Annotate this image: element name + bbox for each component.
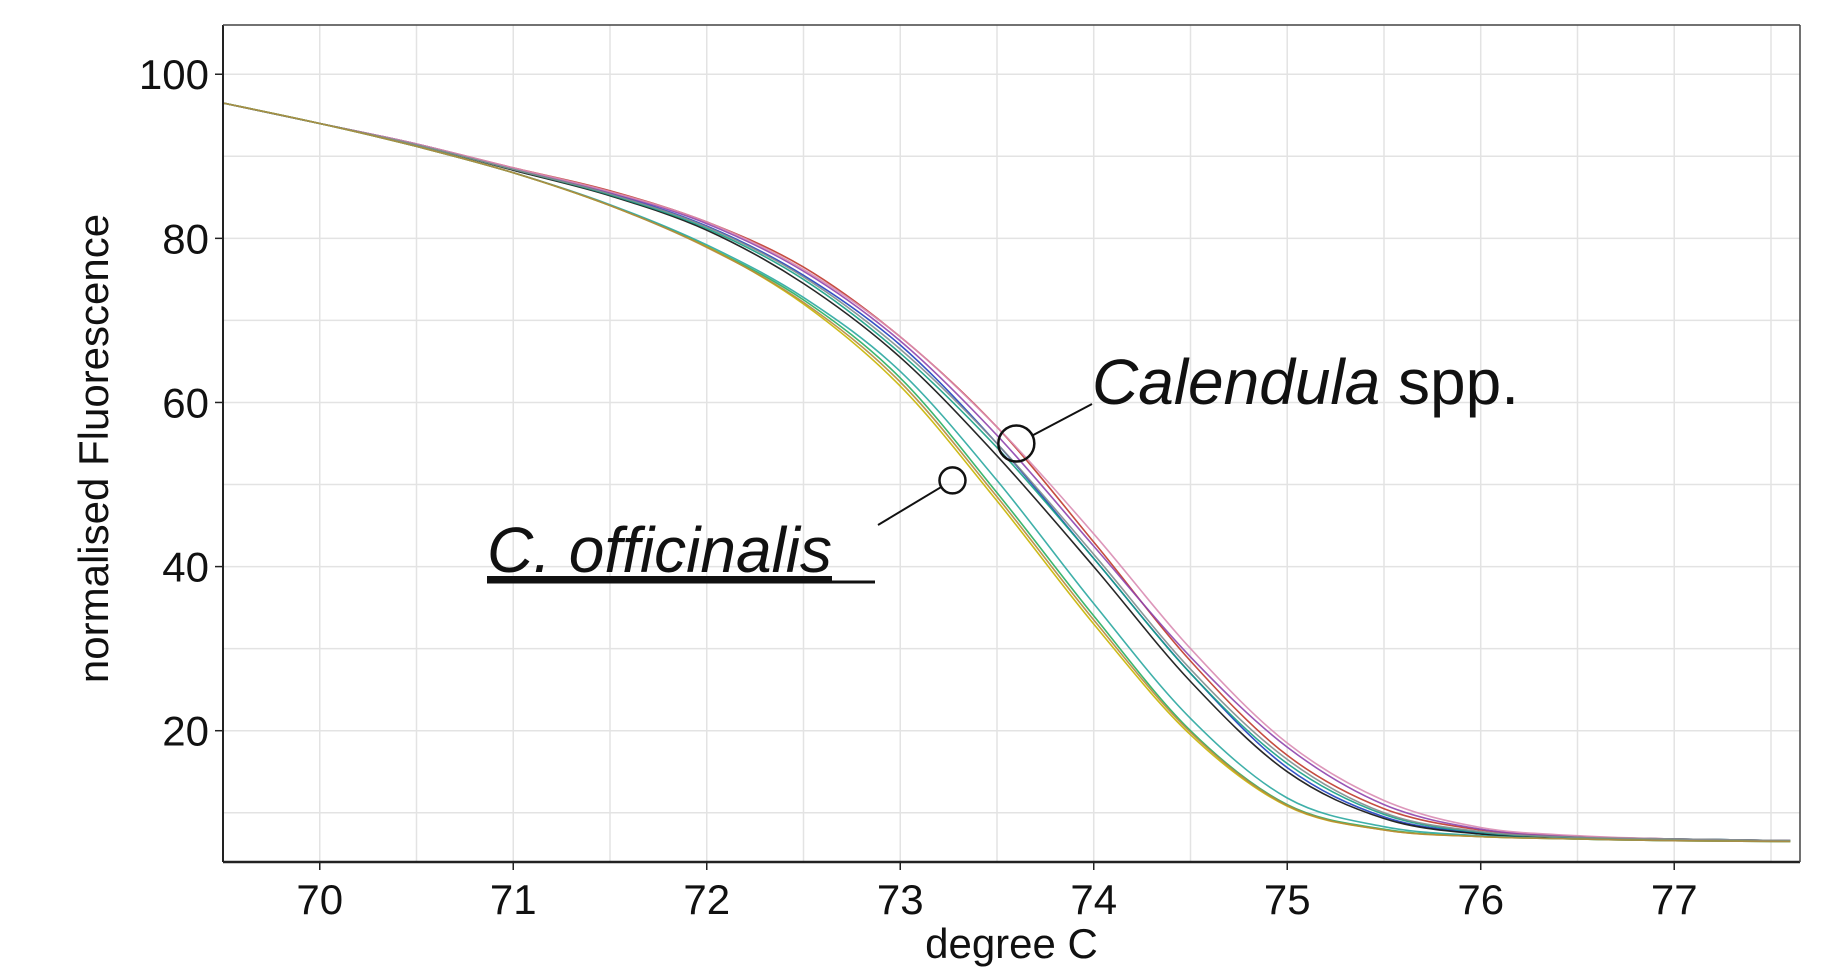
x-tick-label: 71	[490, 876, 537, 923]
x-tick-label: 70	[296, 876, 343, 923]
calendula-leader-line	[1031, 403, 1093, 437]
x-tick-label: 76	[1457, 876, 1504, 923]
series-lines	[222, 102, 1791, 843]
y-tick-label: 20	[162, 708, 209, 755]
calendula-label-italic: Calendula	[1092, 346, 1380, 418]
annotations: Calendula spp. C. officinalis	[487, 346, 1519, 586]
series-line-6	[222, 102, 1791, 842]
y-axis-title: normalised Fluorescence	[70, 214, 117, 683]
x-tick-label: 74	[1070, 876, 1117, 923]
x-tick-label: 72	[683, 876, 730, 923]
series-line-7	[222, 102, 1791, 842]
y-tick-label: 80	[162, 215, 209, 262]
y-tick-label: 100	[139, 51, 209, 98]
x-axis-title: degree C	[925, 920, 1098, 967]
grid	[222, 25, 1800, 862]
officinalis-label: C. officinalis	[487, 514, 832, 586]
calendula-marker-circle	[997, 424, 1036, 463]
calendula-label-plain: spp.	[1380, 346, 1519, 418]
axes	[215, 24, 1801, 870]
tick-labels: 70 71 72 73 74 75 76 77 20 40 60 80 100 degree C norma…	[70, 51, 1698, 967]
series-line-11	[222, 102, 1791, 843]
y-tick-label: 60	[162, 379, 209, 426]
calendula-label: Calendula spp.	[1092, 346, 1519, 418]
x-tick-label: 73	[877, 876, 924, 923]
officinalis-marker-circle	[938, 466, 967, 495]
x-tick-label: 77	[1651, 876, 1698, 923]
x-tick-label: 75	[1264, 876, 1311, 923]
y-tick-label: 40	[162, 544, 209, 591]
officinalis-leader-line	[877, 486, 941, 526]
